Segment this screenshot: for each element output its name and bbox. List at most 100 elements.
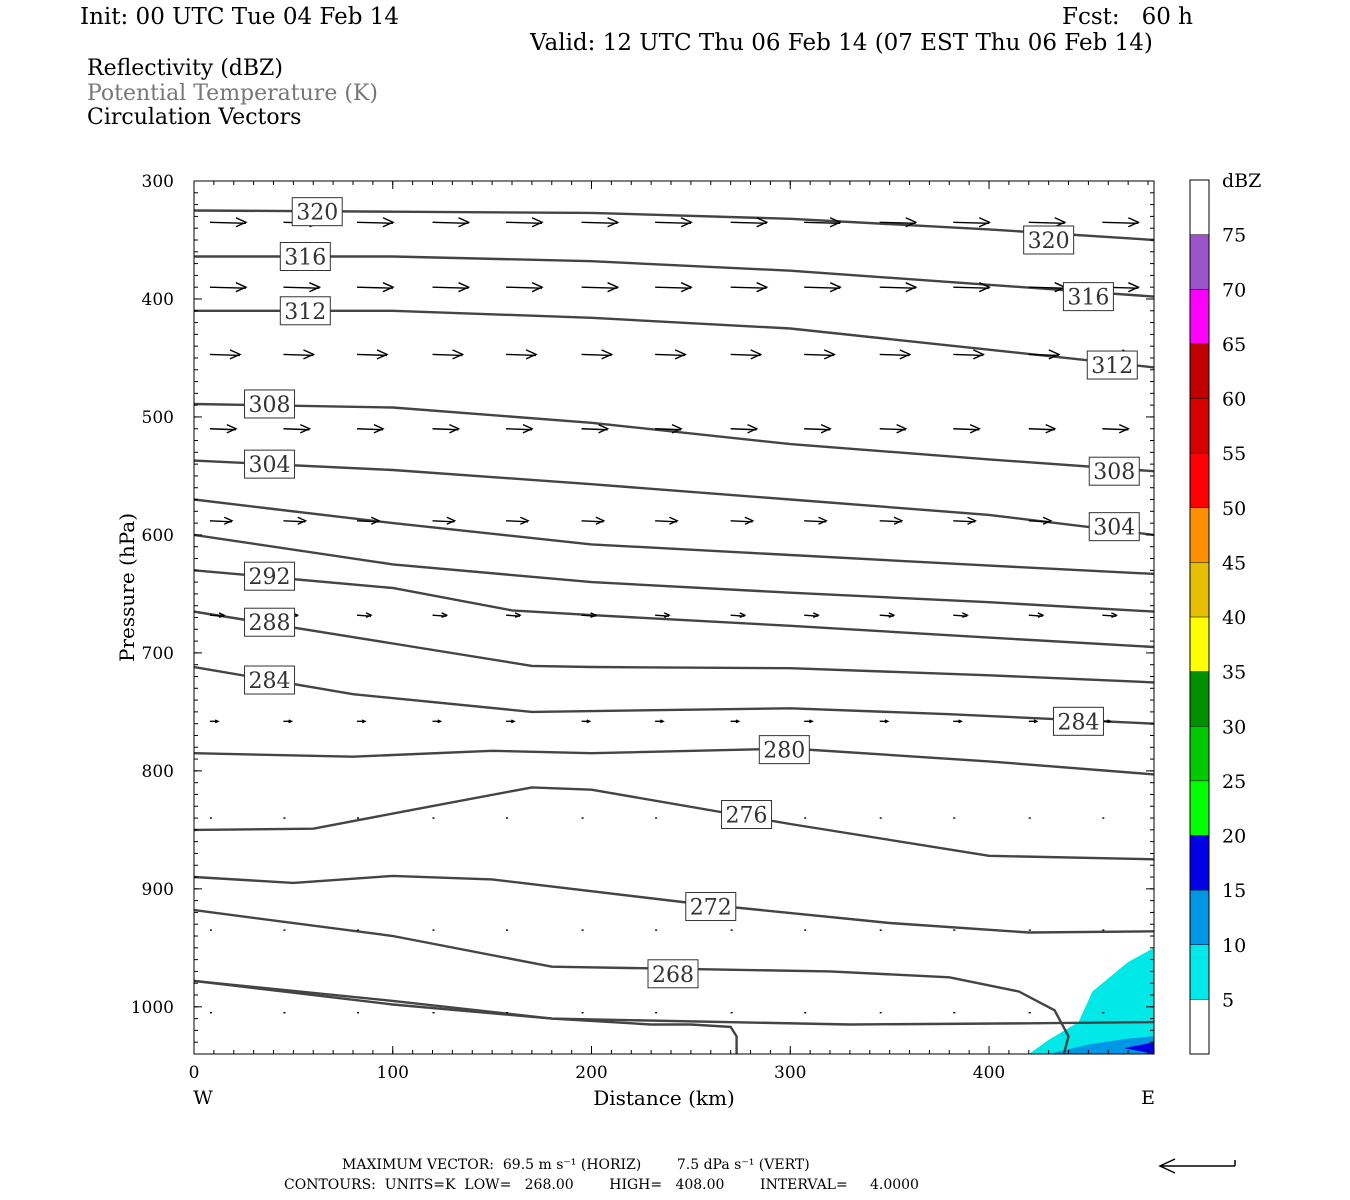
contour-label-box: [685, 892, 737, 922]
vector-arrowhead: [365, 612, 373, 618]
circulation-vector: [804, 428, 831, 431]
colorbar-unit: dBZ: [1222, 170, 1261, 192]
circulation-vector: [581, 353, 612, 357]
vector-arrowhead: [531, 217, 544, 228]
x-tick-label: 200: [575, 1063, 607, 1083]
vector-arrowhead: [514, 612, 522, 618]
vector-arrowhead: [744, 516, 755, 525]
contour-label-box: [1062, 282, 1114, 312]
circulation-vector: [953, 221, 990, 224]
vector-arrowhead: [382, 282, 395, 293]
isentrope-288: [194, 610, 1154, 684]
reference-vector-head: [1158, 1158, 1176, 1174]
circulation-vector: [283, 353, 314, 357]
x-tick-label: 100: [377, 1063, 409, 1083]
contour-label-box: [1023, 225, 1075, 255]
colorbar-label: 70: [1222, 279, 1246, 301]
isentrope-292: [194, 569, 1154, 649]
y-axis-title: Pressure (hPa): [115, 513, 139, 662]
vector-arrowhead: [1111, 612, 1119, 618]
circulation-vector: [356, 353, 388, 357]
circulation-vector: [879, 428, 906, 431]
vector-arrowhead: [1054, 217, 1067, 228]
circulation-vector: [506, 428, 533, 431]
vector-arrowhead: [300, 424, 312, 434]
colorbar-segment: [1190, 617, 1209, 672]
circulation-vector: [581, 520, 604, 523]
vector-arrowhead: [674, 349, 687, 360]
colorbar-segment: [1190, 398, 1209, 454]
reflectivity-area-10: [1048, 1036, 1154, 1054]
circulation-vector: [1102, 428, 1129, 431]
vector-arrowhead: [441, 612, 449, 618]
x-axis-title: Distance (km): [593, 1086, 735, 1110]
vector-arrowhead: [1042, 516, 1053, 525]
circulation-vector: [506, 353, 537, 357]
circulation-vector: [1028, 353, 1059, 357]
circulation-vector: [1028, 520, 1051, 523]
circulation-vector: [655, 520, 678, 523]
colorbar-segment: [1190, 944, 1209, 1000]
vector-arrowhead: [510, 719, 516, 724]
circulation-vector: [283, 428, 310, 431]
circulation-vector: [356, 520, 380, 523]
circulation-vector: [432, 286, 469, 289]
circulation-vector: [283, 286, 320, 289]
contour-label-276: 276: [726, 804, 768, 829]
forecast-hour: Fcst: 60 h: [1062, 4, 1193, 30]
vector-arrowhead: [590, 612, 598, 618]
vector-arrowhead: [1107, 719, 1113, 724]
isentrope-316: [194, 255, 1154, 298]
vector-arrowhead: [829, 282, 842, 293]
vector-arrowhead: [680, 282, 693, 293]
colorbar-segment: [1190, 890, 1209, 945]
contour-label-box: [721, 800, 773, 830]
vector-arrowhead: [449, 424, 461, 434]
east-label: E: [1141, 1087, 1155, 1109]
vector-arrowhead: [226, 424, 238, 434]
vector-arrowhead: [601, 349, 614, 360]
contour-label-312: 312: [1091, 354, 1133, 379]
circulation-vector: [655, 353, 686, 357]
isentrope-280: [194, 747, 1154, 776]
contour-label-292: 292: [249, 565, 291, 590]
y-tick-label: 400: [142, 290, 174, 310]
contour-label-316: 316: [284, 246, 326, 271]
vector-arrowhead: [660, 719, 665, 724]
circulation-vector: [432, 520, 455, 523]
circulation-vector: [356, 428, 384, 431]
circulation-vector: [209, 286, 246, 289]
circulation-vector: [432, 221, 469, 224]
colorbar-segment: [1190, 343, 1209, 399]
vector-arrowhead: [373, 424, 385, 434]
vector-arrowhead: [818, 516, 828, 525]
vector-arrowhead: [972, 349, 985, 360]
isentrope-unlabeled-6: [194, 533, 1154, 613]
colorbar-label: 55: [1222, 443, 1246, 465]
circulation-vector: [432, 353, 463, 357]
vector-arrowhead: [756, 282, 769, 293]
circulation-vector: [581, 428, 608, 431]
field-potential-temperature: Potential Temperature (K): [87, 81, 378, 106]
colorbar-label: 45: [1222, 552, 1246, 574]
vector-arrowhead: [376, 349, 389, 360]
circulation-vector: [655, 221, 692, 224]
init-time: Init: 00 UTC Tue 04 Feb 14: [80, 4, 400, 30]
vector-arrowhead: [899, 349, 912, 360]
vector-arrowhead: [829, 217, 842, 228]
vector-arrowhead: [229, 349, 242, 360]
vector-arrowhead: [967, 516, 977, 525]
vector-arrowhead: [969, 424, 981, 434]
west-label: W: [193, 1087, 213, 1109]
vector-arrowhead: [962, 612, 969, 618]
colorbar-label: 35: [1222, 662, 1246, 684]
circulation-vector: [506, 286, 543, 289]
vector-arrowhead: [978, 217, 991, 228]
isentrope-284: [194, 665, 1154, 725]
circulation-vector: [209, 221, 246, 224]
vector-arrowhead: [812, 612, 820, 618]
contour-label-272: 272: [690, 896, 732, 921]
circulation-vector: [432, 428, 459, 431]
isentrope-304: [194, 459, 1154, 537]
